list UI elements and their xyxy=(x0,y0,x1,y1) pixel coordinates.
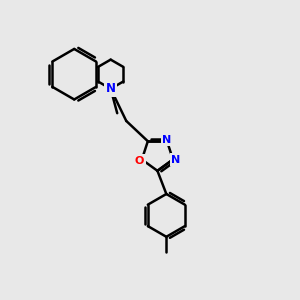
Text: O: O xyxy=(135,156,144,166)
Text: N: N xyxy=(171,154,181,164)
Text: N: N xyxy=(106,82,116,95)
Text: N: N xyxy=(162,135,172,145)
